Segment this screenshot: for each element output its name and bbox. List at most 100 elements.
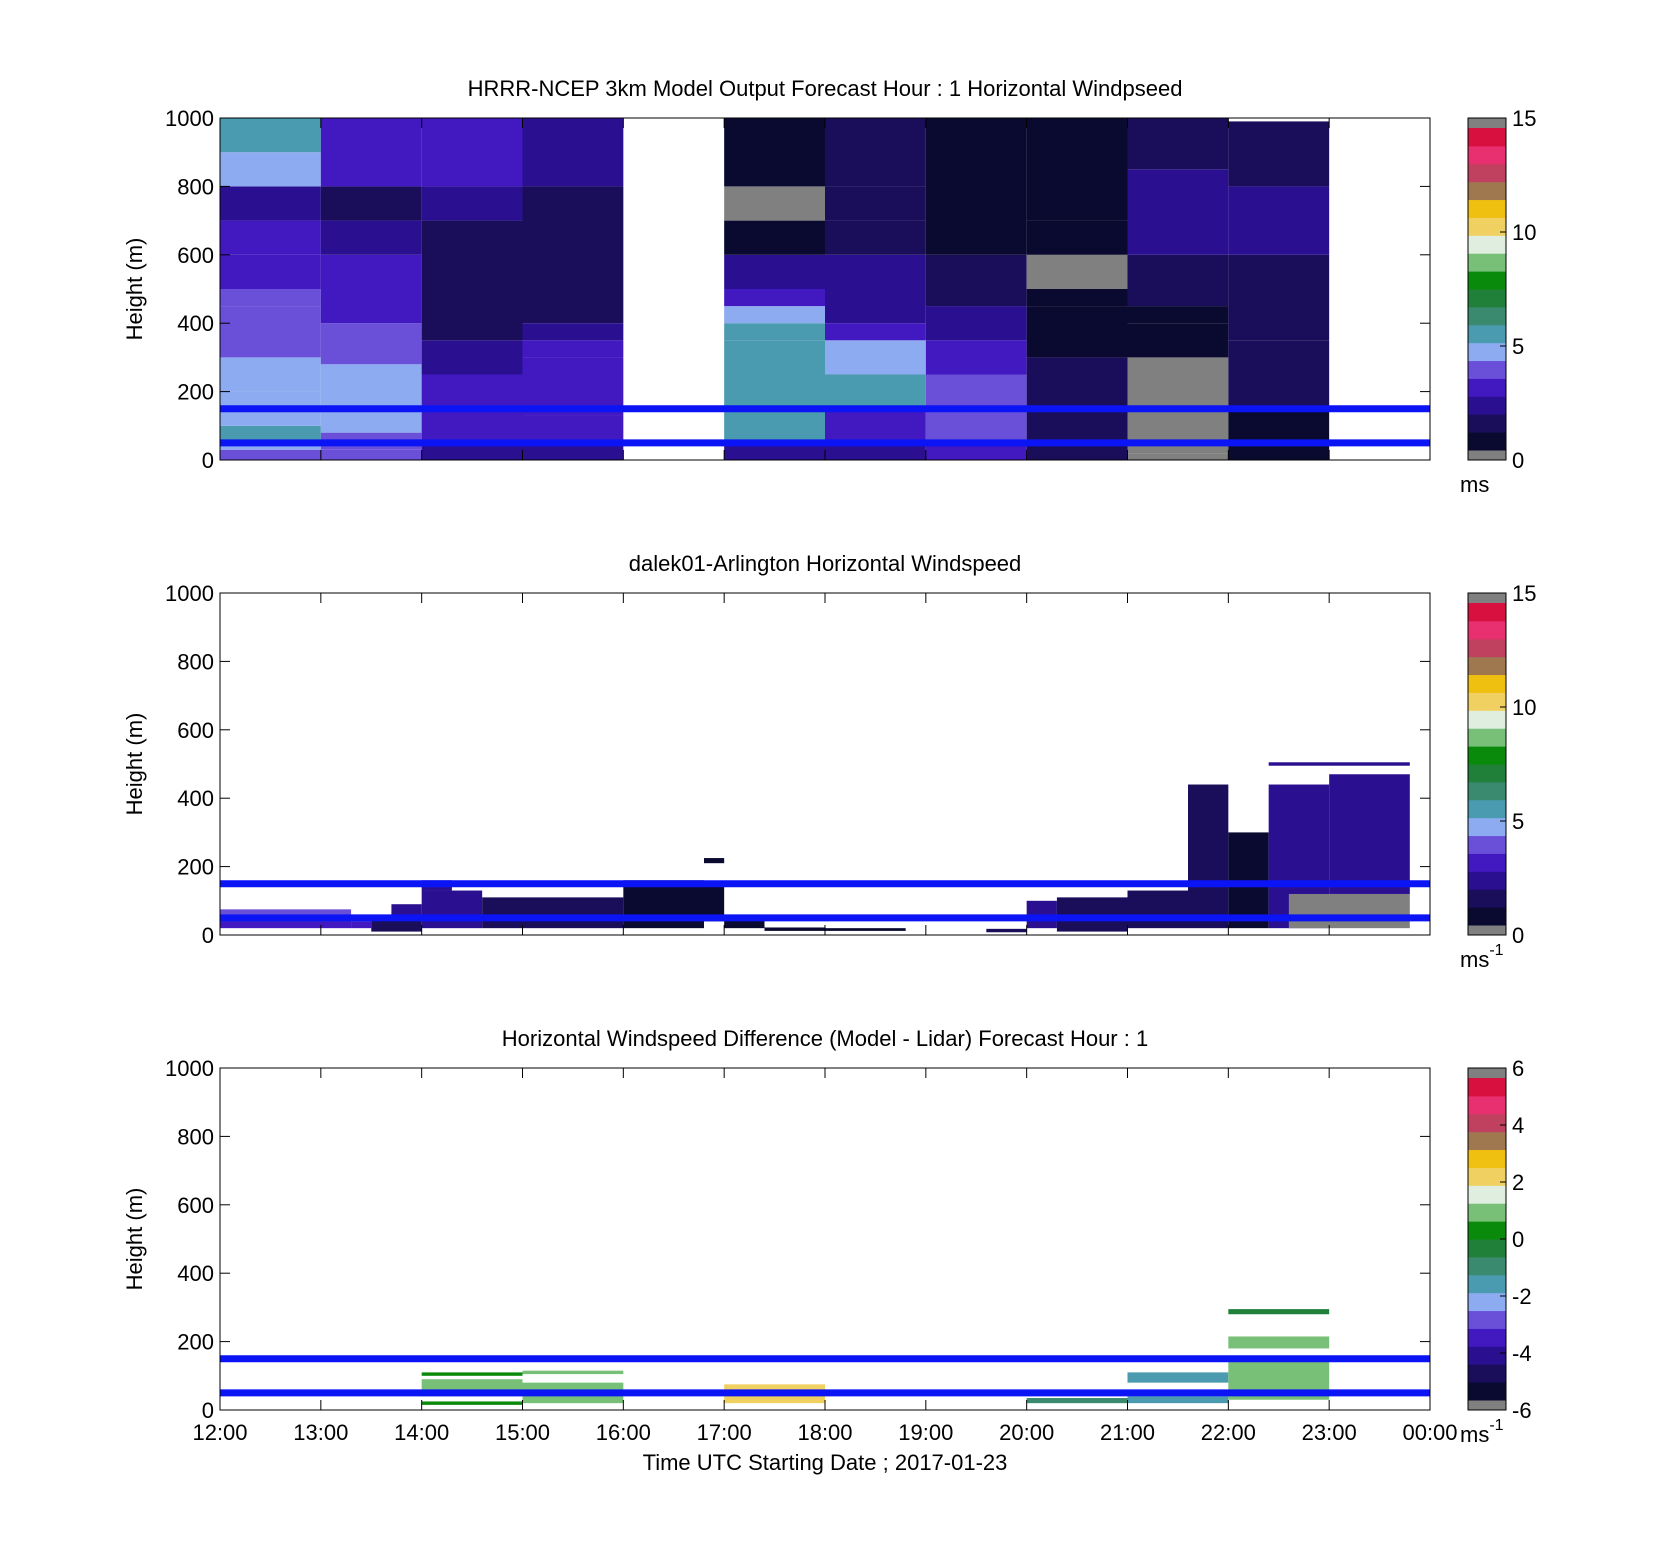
colorbar-band bbox=[1468, 907, 1506, 926]
colorbar-over bbox=[1468, 593, 1506, 603]
heatmap-cell bbox=[1228, 186, 1330, 255]
colorbar-band bbox=[1468, 620, 1506, 640]
heatmap-cell bbox=[220, 357, 321, 392]
colorbar-band bbox=[1468, 889, 1506, 908]
colorbar-band bbox=[1468, 1328, 1506, 1347]
colorbar-tick-label: -2 bbox=[1512, 1284, 1532, 1309]
colorbar-tick-label: 0 bbox=[1512, 448, 1524, 473]
heatmap-cell bbox=[724, 323, 825, 341]
colorbar: 0 5 10 15 ms-1 bbox=[1460, 581, 1536, 972]
colorbar-band bbox=[1468, 1149, 1506, 1168]
heatmap-cell bbox=[220, 289, 321, 307]
colorbar-band bbox=[1468, 1095, 1506, 1115]
colorbar-tick-label: -4 bbox=[1512, 1341, 1532, 1366]
colorbar-band bbox=[1468, 324, 1506, 344]
colorbar-band bbox=[1468, 396, 1506, 415]
colorbar-band bbox=[1468, 235, 1506, 254]
colorbar-band bbox=[1468, 692, 1506, 711]
y-tick-label: 1000 bbox=[165, 581, 214, 606]
heatmap-cell bbox=[1127, 254, 1229, 307]
x-axis-label: Time UTC Starting Date ; 2017-01-23 bbox=[643, 1450, 1008, 1475]
heatmap-cell bbox=[220, 306, 321, 358]
y-tick-label: 400 bbox=[177, 786, 214, 811]
heatmap-cell bbox=[724, 442, 825, 460]
colorbar-band bbox=[1468, 1292, 1506, 1312]
colorbar-band bbox=[1468, 378, 1506, 397]
x-tick-label: 13:00 bbox=[293, 1420, 348, 1445]
heatmap-cell bbox=[220, 118, 321, 153]
heatmap-cell bbox=[522, 118, 624, 187]
colorbar-band bbox=[1468, 289, 1506, 308]
heatmap-cell bbox=[320, 118, 422, 187]
colorbar-band bbox=[1468, 128, 1506, 147]
heatmap-cell bbox=[825, 408, 926, 443]
heatmap-cell bbox=[421, 890, 483, 929]
heatmap-cell bbox=[1127, 306, 1229, 324]
x-tick-label: 20:00 bbox=[999, 1420, 1054, 1445]
heatmap-cell bbox=[925, 118, 1027, 255]
colorbar-tick-label: 6 bbox=[1512, 1056, 1524, 1081]
colorbar-band bbox=[1468, 1131, 1506, 1151]
heatmap-cell bbox=[1127, 453, 1229, 460]
heatmap-cell bbox=[421, 1401, 523, 1405]
colorbar-frame bbox=[1467, 592, 1507, 936]
colorbar-tick-label: 15 bbox=[1512, 106, 1536, 131]
heatmap-cell bbox=[1127, 890, 1188, 929]
heatmap-cell bbox=[220, 425, 321, 440]
heatmap-cell bbox=[220, 909, 352, 915]
x-tick-label: 21:00 bbox=[1100, 1420, 1155, 1445]
heatmap-cell bbox=[925, 306, 1027, 341]
heatmap-cell bbox=[1268, 762, 1410, 766]
colorbar-over bbox=[1468, 1068, 1506, 1078]
heatmap-cell bbox=[925, 340, 1027, 375]
heatmap-cell bbox=[1127, 1396, 1229, 1404]
y-tick-label: 800 bbox=[177, 1124, 214, 1149]
colorbar-band bbox=[1468, 1310, 1506, 1329]
colorbar-tick-label: 10 bbox=[1512, 220, 1536, 245]
colorbar-band bbox=[1468, 181, 1506, 201]
x-tick-label: 14:00 bbox=[394, 1420, 449, 1445]
heatmap-cell bbox=[351, 921, 372, 929]
heatmap-cell bbox=[1329, 774, 1410, 894]
heatmap-cell bbox=[320, 186, 422, 221]
heatmap-cells bbox=[220, 762, 1410, 933]
colorbar-band bbox=[1468, 603, 1506, 622]
heatmap-cell bbox=[421, 442, 523, 460]
colorbar-tick-label: 5 bbox=[1512, 334, 1524, 359]
heatmap-cell bbox=[522, 1370, 624, 1375]
colorbar-tick-label: 2 bbox=[1512, 1170, 1524, 1195]
colorbar-tick-label: 4 bbox=[1512, 1113, 1524, 1138]
heatmap-cell bbox=[320, 220, 422, 255]
heatmap-cell bbox=[522, 323, 624, 341]
colorbar-band bbox=[1468, 1274, 1506, 1294]
panel-2: 0 200 400 600 800 1000 dalek01-Arlington Horiz… bbox=[122, 551, 1536, 972]
colorbar-tick-label: 5 bbox=[1512, 809, 1524, 834]
y-tick-label: 600 bbox=[177, 718, 214, 743]
colorbar-band bbox=[1468, 1113, 1506, 1133]
heatmap-cell bbox=[1026, 289, 1128, 307]
x-tick-label: 23:00 bbox=[1302, 1420, 1357, 1445]
y-tick-label: 800 bbox=[177, 174, 214, 199]
heatmap-cell bbox=[522, 289, 624, 324]
heatmap-cell bbox=[724, 340, 825, 409]
colorbar-band bbox=[1468, 710, 1506, 729]
heatmap-cell bbox=[220, 254, 321, 289]
heatmap-cell bbox=[1026, 1398, 1128, 1404]
x-tick-label: 16:00 bbox=[596, 1420, 651, 1445]
colorbar-over bbox=[1468, 118, 1506, 128]
x-tick-label: 00:00 bbox=[1402, 1420, 1457, 1445]
heatmap-cell bbox=[724, 118, 825, 187]
y-tick-label: 600 bbox=[177, 243, 214, 268]
heatmap-cell bbox=[522, 340, 624, 358]
y-tick-label: 1000 bbox=[165, 1056, 214, 1081]
colorbar-tick-label: -6 bbox=[1512, 1398, 1532, 1423]
panel-3: 0 200 400 600 800 1000 12:00 13:00 14:00 15:00 16:… bbox=[122, 1026, 1532, 1447]
colorbar-band bbox=[1468, 674, 1506, 693]
heatmap-cell bbox=[825, 289, 926, 324]
heatmap-cell bbox=[1026, 408, 1128, 460]
colorbar-band bbox=[1468, 199, 1506, 218]
x-tick-label: 18:00 bbox=[797, 1420, 852, 1445]
colorbar: -6 -4 -2 0 2 4 6 ms-1 bbox=[1460, 1056, 1532, 1447]
chart-title: Horizontal Windspeed Difference (Model -… bbox=[502, 1026, 1148, 1051]
x-tick-label: 19:00 bbox=[898, 1420, 953, 1445]
